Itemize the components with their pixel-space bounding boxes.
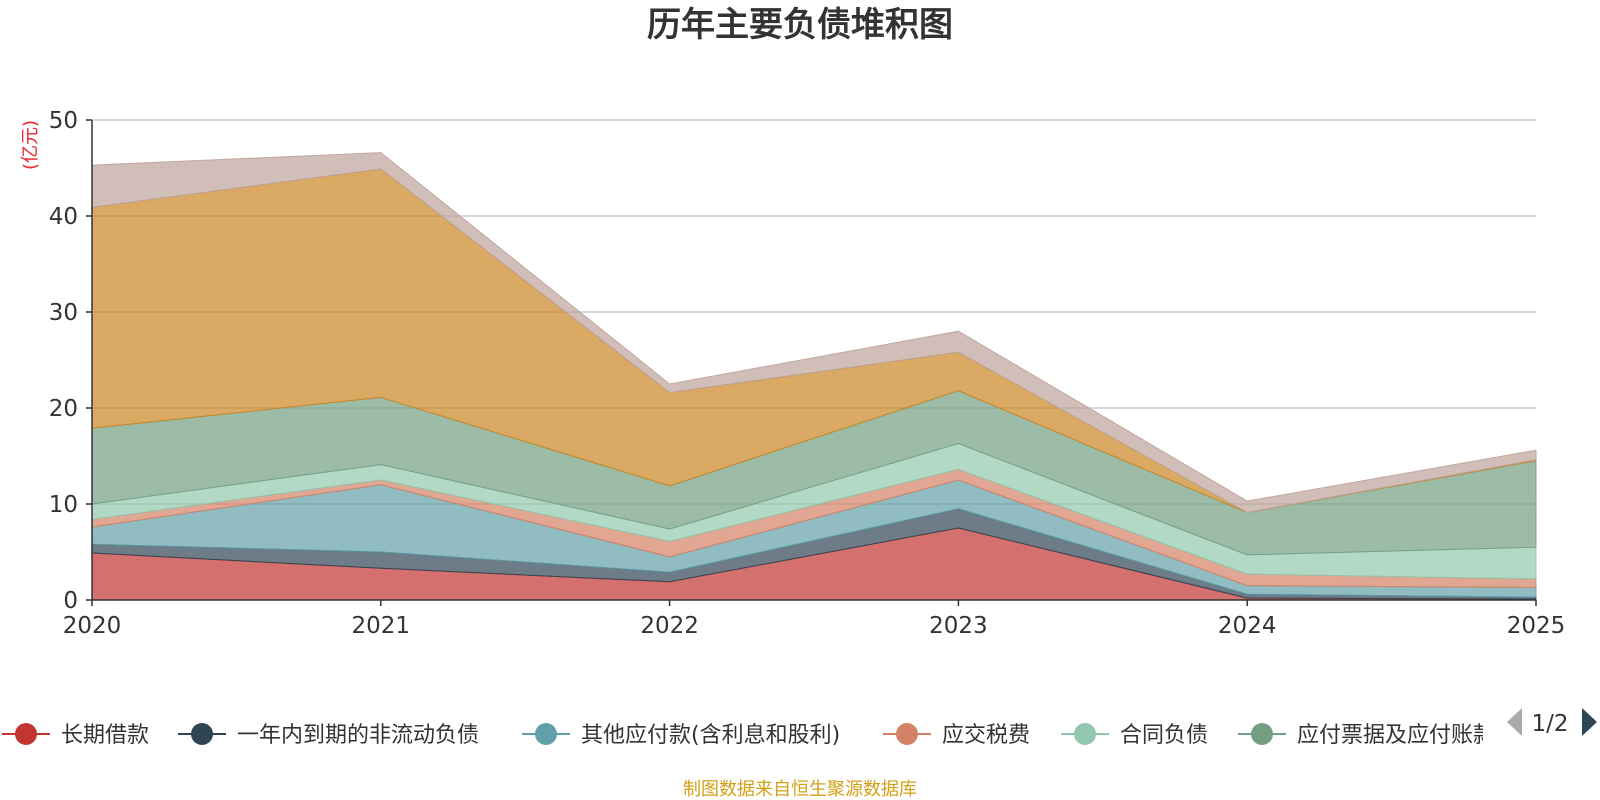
axes bbox=[91, 120, 1536, 601]
y-tick-label: 20 bbox=[49, 396, 78, 422]
legend-next-page-icon[interactable] bbox=[1582, 708, 1597, 736]
x-tick-label: 2023 bbox=[929, 613, 988, 639]
area-series-7[interactable] bbox=[91, 152, 1537, 514]
legend-prev-page-icon[interactable] bbox=[1507, 708, 1522, 736]
legend-marker-icon bbox=[1251, 723, 1273, 745]
x-tick-label: 2025 bbox=[1507, 613, 1566, 639]
legend-marker-icon bbox=[191, 723, 213, 745]
legend-marker-icon bbox=[15, 723, 37, 745]
y-tick-label: 0 bbox=[63, 588, 78, 614]
legend-page-indicator: 1/2 bbox=[1531, 711, 1568, 737]
y-tick-labels: 0 10 20 30 40 50 bbox=[49, 108, 92, 614]
source-note: 制图数据来自恒生聚源数据库 bbox=[683, 779, 917, 800]
legend-label: 一年内到期的非流动负债 bbox=[237, 723, 479, 748]
legend-item-0[interactable]: 长期借款 bbox=[2, 723, 149, 748]
legend-item-3[interactable]: 应交税费 bbox=[883, 723, 1030, 748]
legend-marker-icon bbox=[1074, 723, 1096, 745]
legend-label: 长期借款 bbox=[61, 723, 149, 748]
y-axis-unit: (亿元) bbox=[20, 120, 41, 170]
y-tick-label: 30 bbox=[49, 300, 78, 326]
legend-pager: 1/2 bbox=[1507, 708, 1597, 737]
y-tick-label: 50 bbox=[49, 108, 78, 134]
legend-label: 应交税费 bbox=[942, 723, 1030, 748]
x-tick-labels: 2020 2021 2022 2023 2024 2025 bbox=[63, 600, 1566, 639]
legend-label: 合同负债 bbox=[1120, 723, 1208, 748]
legend[interactable]: 长期借款 一年内到期的非流动负债 其他应付款(含利息和股利) 应交税费 合同负债 应付票据… bbox=[2, 723, 1495, 748]
area-series-group bbox=[91, 152, 1537, 601]
x-tick-label: 2022 bbox=[640, 613, 699, 639]
legend-marker-icon bbox=[896, 723, 918, 745]
legend-item-2[interactable]: 其他应付款(含利息和股利) bbox=[522, 723, 840, 748]
chart-title: 历年主要负债堆积图 bbox=[647, 5, 953, 45]
legend-label: 其他应付款(含利息和股利) bbox=[581, 723, 840, 748]
y-tick-label: 40 bbox=[49, 204, 78, 230]
x-tick-label: 2024 bbox=[1218, 613, 1277, 639]
legend-marker-icon bbox=[535, 723, 557, 745]
y-tick-label: 10 bbox=[49, 492, 78, 518]
legend-label: 应付票据及应付账款 bbox=[1297, 723, 1495, 748]
legend-item-5[interactable]: 应付票据及应付账款 bbox=[1238, 723, 1495, 748]
legend-item-4[interactable]: 合同负债 bbox=[1061, 723, 1208, 748]
x-tick-label: 2021 bbox=[352, 613, 411, 639]
legend-item-1[interactable]: 一年内到期的非流动负债 bbox=[178, 723, 479, 748]
x-tick-label: 2020 bbox=[63, 613, 122, 639]
